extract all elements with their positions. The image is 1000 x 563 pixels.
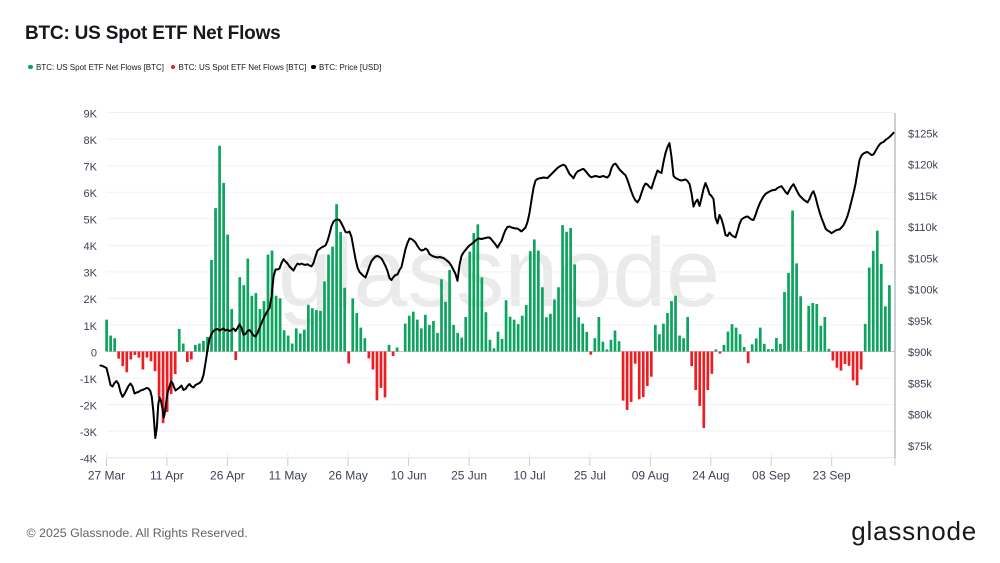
- svg-text:10 Jun: 10 Jun: [391, 469, 427, 483]
- svg-text:$85k: $85k: [908, 378, 932, 390]
- svg-text:9K: 9K: [84, 108, 98, 120]
- svg-text:0: 0: [91, 347, 97, 359]
- svg-text:11 May: 11 May: [269, 469, 307, 483]
- svg-text:7K: 7K: [84, 162, 98, 174]
- svg-text:26 Apr: 26 Apr: [210, 469, 245, 483]
- svg-text:09 Aug: 09 Aug: [632, 469, 669, 483]
- svg-text:26 May: 26 May: [329, 469, 368, 483]
- svg-text:$115k: $115k: [908, 191, 938, 203]
- svg-text:2K: 2K: [84, 294, 98, 306]
- svg-text:25 Jun: 25 Jun: [451, 469, 487, 483]
- svg-text:24 Aug: 24 Aug: [692, 469, 729, 483]
- svg-text:10 Jul: 10 Jul: [513, 469, 545, 483]
- svg-text:5K: 5K: [84, 215, 98, 227]
- svg-text:1K: 1K: [84, 321, 98, 333]
- svg-text:25 Jul: 25 Jul: [574, 469, 606, 483]
- svg-text:$90k: $90k: [908, 347, 932, 359]
- svg-text:$125k: $125k: [908, 128, 938, 140]
- svg-text:$120k: $120k: [908, 160, 938, 172]
- svg-text:$75k: $75k: [908, 441, 932, 453]
- svg-text:$95k: $95k: [908, 316, 932, 328]
- svg-text:$100k: $100k: [908, 285, 938, 297]
- svg-text:-1K: -1K: [80, 374, 98, 386]
- svg-text:$110k: $110k: [908, 222, 938, 234]
- svg-text:-4K: -4K: [80, 454, 98, 466]
- svg-text:$80k: $80k: [908, 410, 932, 422]
- svg-text:$105k: $105k: [908, 253, 938, 265]
- svg-text:27 Mar: 27 Mar: [88, 469, 125, 483]
- svg-text:3K: 3K: [84, 268, 98, 280]
- svg-text:4K: 4K: [84, 241, 98, 253]
- svg-text:11 Apr: 11 Apr: [150, 469, 184, 483]
- svg-text:08 Sep: 08 Sep: [752, 469, 790, 483]
- svg-text:23 Sep: 23 Sep: [813, 469, 851, 483]
- svg-text:-3K: -3K: [80, 427, 98, 439]
- svg-text:6K: 6K: [84, 188, 98, 200]
- svg-text:-2K: -2K: [80, 400, 98, 412]
- svg-text:8K: 8K: [84, 135, 98, 147]
